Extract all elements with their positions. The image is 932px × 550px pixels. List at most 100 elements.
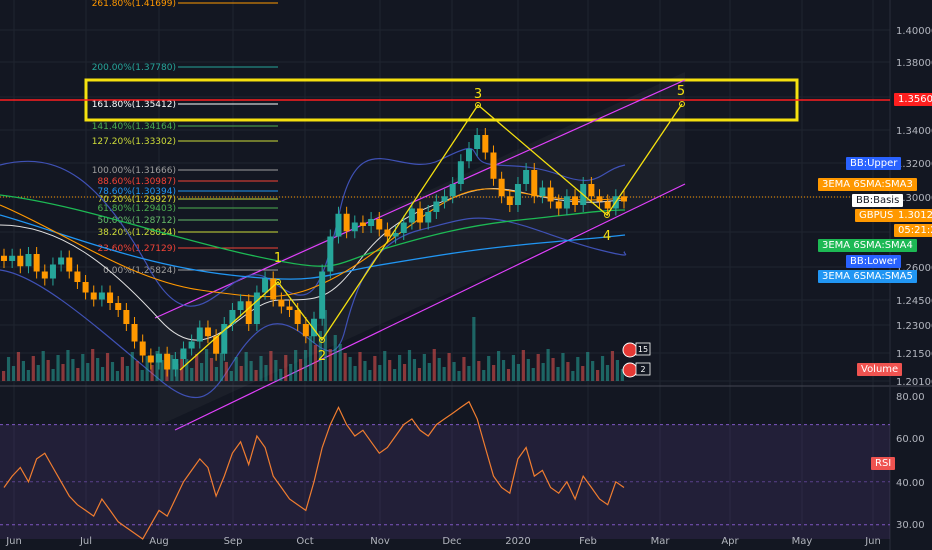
fib-label: 38.20%(1.28024) xyxy=(97,228,176,238)
event-count: 15 xyxy=(638,345,648,354)
volume-bar xyxy=(209,358,214,381)
volume-bar xyxy=(363,361,367,381)
volume-bar xyxy=(566,362,570,381)
volume-bar xyxy=(437,358,441,381)
candle-body xyxy=(425,212,432,223)
rsi-tick: 60.00 xyxy=(896,434,925,445)
candle-body xyxy=(66,257,73,272)
bb-basis-line xyxy=(0,188,626,341)
volume-bar xyxy=(16,352,21,381)
wave-labels: 1 2 3 4 5 xyxy=(274,84,685,364)
volume-bar xyxy=(105,353,110,381)
volume-bar xyxy=(358,352,362,381)
volume-bar xyxy=(571,371,575,381)
volume-bar xyxy=(615,360,619,381)
volume-badge: Volume xyxy=(857,363,903,376)
volume-bar xyxy=(180,350,184,381)
candle-body xyxy=(514,184,521,205)
price-tick: 1.21500 xyxy=(896,349,932,360)
price-tick: 1.30000 xyxy=(896,193,932,204)
fib-label: 100.00%(1.31666) xyxy=(92,166,176,176)
volume-bar xyxy=(36,365,40,381)
event-badges: 15 2 xyxy=(622,342,651,378)
volume-bar xyxy=(467,366,471,381)
volume-bar xyxy=(135,361,139,381)
volume-bar xyxy=(175,364,179,381)
volume-bar xyxy=(402,364,407,381)
volume-bar xyxy=(551,358,555,381)
volume-bar xyxy=(427,363,431,381)
time-tick: Feb xyxy=(579,536,597,547)
wave-label: 2 xyxy=(318,349,326,364)
volume-bar xyxy=(303,350,308,381)
volume-bar xyxy=(452,362,456,381)
event-flag-icon xyxy=(622,342,638,358)
bb-lower-line xyxy=(0,217,627,399)
fib-label: 78.60%(1.30394) xyxy=(97,187,176,197)
volume-bar xyxy=(125,366,129,381)
candle-body xyxy=(531,170,538,197)
volume-bar xyxy=(596,370,600,381)
volume-bar xyxy=(338,344,342,381)
candle-body xyxy=(343,213,350,232)
volume-bar xyxy=(71,359,75,381)
wave-label: 5 xyxy=(677,84,685,99)
volume-bar xyxy=(299,359,303,381)
volume-bar xyxy=(506,369,511,381)
candle-body xyxy=(441,196,448,202)
candle-body xyxy=(449,184,456,197)
candle-body xyxy=(319,271,326,319)
volume-bar xyxy=(516,364,520,381)
channel-lower xyxy=(174,183,686,431)
time-tick: May xyxy=(792,536,813,547)
volume-bar xyxy=(323,310,327,381)
volume-bar xyxy=(378,365,382,381)
channel-upper xyxy=(154,79,686,319)
candle-body xyxy=(172,359,179,370)
volume-bar xyxy=(353,366,357,381)
time-tick: Jul xyxy=(79,536,92,547)
candle-body xyxy=(294,310,301,324)
candle-body xyxy=(131,324,138,342)
time-tick: 2020 xyxy=(505,536,530,547)
fib-label: 261.80%(1.41699) xyxy=(92,0,176,9)
volume-bar xyxy=(204,349,209,381)
volume-bar xyxy=(6,357,11,381)
candle-body xyxy=(302,324,309,337)
volume-bar xyxy=(576,357,580,381)
candle-body xyxy=(107,292,114,303)
candle-body xyxy=(482,135,489,153)
countdown-badge: 05:21:29 xyxy=(894,224,932,237)
candle-body xyxy=(156,353,162,363)
volume-bar xyxy=(546,349,550,381)
price-tick: 1.24500 xyxy=(896,296,932,307)
volume-bar xyxy=(586,352,590,381)
wave-point xyxy=(275,279,281,285)
candle-body xyxy=(180,348,187,359)
candle-body xyxy=(286,306,293,310)
price-axis: 1.400001.380001.360001.340001.320001.300… xyxy=(896,26,932,388)
volume-bar xyxy=(398,355,402,381)
fib-label: 88.60%(1.30987) xyxy=(97,177,176,187)
elliott-wave xyxy=(179,101,685,371)
volume-bar xyxy=(66,350,70,381)
candle-body xyxy=(98,292,105,300)
fib-label: 200.00%(1.37780) xyxy=(92,63,176,73)
candle-body xyxy=(490,152,497,179)
volume-bar xyxy=(91,349,95,381)
candle-body xyxy=(25,254,32,267)
time-tick: Jun xyxy=(5,536,22,547)
candle-body xyxy=(351,222,358,232)
volume-bar xyxy=(308,336,313,381)
volume-bar xyxy=(140,370,144,381)
wave-point xyxy=(679,101,685,107)
volume-bar xyxy=(76,368,80,381)
volume-bar xyxy=(269,351,273,381)
volume-bar xyxy=(620,369,624,381)
candle-body xyxy=(188,341,195,349)
candle-body xyxy=(74,271,81,282)
fib-label: 161.80%(1.35412) xyxy=(92,100,176,110)
bollinger-bands xyxy=(0,147,627,399)
candlesticks xyxy=(1,128,627,377)
volume-bar xyxy=(492,365,496,381)
